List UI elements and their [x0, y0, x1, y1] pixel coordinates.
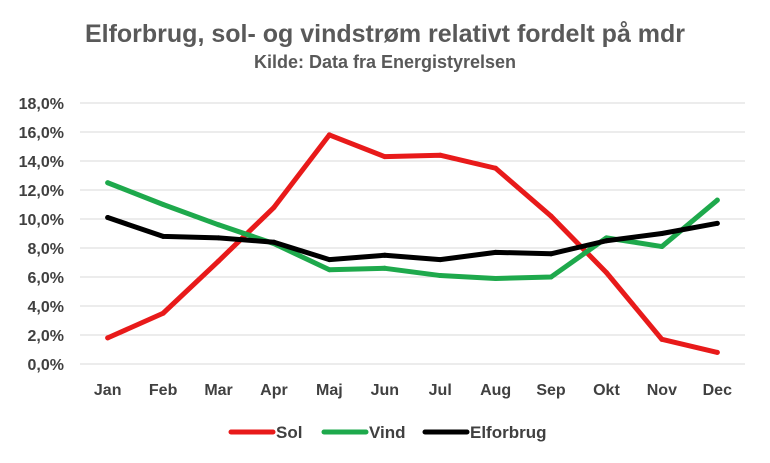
- data-point-elforbrug: [271, 239, 277, 245]
- data-point-sol: [603, 270, 609, 276]
- data-point-elforbrug: [603, 238, 609, 244]
- y-tick-label: 0,0%: [28, 357, 64, 374]
- data-point-sol: [326, 132, 332, 138]
- data-point-elforbrug: [493, 249, 499, 255]
- x-tick-label: Okt: [593, 382, 620, 399]
- data-point-elforbrug: [714, 220, 720, 226]
- x-tick-label: Aug: [480, 382, 511, 399]
- y-tick-label: 10,0%: [19, 212, 64, 229]
- data-point-elforbrug: [160, 233, 166, 239]
- data-point-sol: [714, 349, 720, 355]
- x-axis-ticks: Jan Feb Mar Apr Maj Jun Jul Aug Sep Okt Nov Dec: [94, 382, 732, 399]
- y-tick-label: 2,0%: [28, 328, 64, 345]
- chart-title: Elforbrug, sol- og vindstrøm relativt fo…: [84, 20, 686, 48]
- legend-label-sol: Sol: [276, 423, 302, 442]
- x-tick-label: Jun: [371, 382, 399, 399]
- data-point-elforbrug: [437, 257, 443, 263]
- y-axis-ticks: 0,0% 2,0% 4,0% 6,0% 8,0% 10,0% 12,0% 14,0% 16,0%…: [19, 96, 64, 374]
- data-point-elforbrug: [105, 215, 111, 221]
- legend: Sol Vind Elforbrug: [228, 423, 547, 442]
- data-point-vind: [326, 267, 332, 273]
- x-tick-label: Nov: [647, 382, 677, 399]
- data-point-vind: [659, 244, 665, 250]
- data-point-vind: [714, 197, 720, 203]
- x-tick-label: Mar: [204, 382, 232, 399]
- data-point-vind: [216, 222, 222, 228]
- chart-subtitle: Kilde: Data fra Energistyrelsen: [253, 52, 517, 72]
- series-lines: [105, 132, 720, 355]
- data-point-sol: [493, 165, 499, 171]
- x-tick-label: Apr: [260, 382, 288, 399]
- series-line-elforbrug: [105, 215, 720, 263]
- data-point-vind: [105, 180, 111, 186]
- y-tick-label: 12,0%: [19, 183, 64, 200]
- data-point-sol: [160, 310, 166, 316]
- data-point-elforbrug: [548, 251, 554, 257]
- x-tick-label: Feb: [149, 382, 178, 399]
- data-point-vind: [382, 265, 388, 271]
- x-tick-label: Sep: [536, 382, 566, 399]
- series-line-vind: [105, 180, 720, 281]
- data-point-elforbrug: [216, 235, 222, 241]
- series-line-sol: [105, 132, 720, 355]
- data-point-vind: [548, 274, 554, 280]
- y-tick-label: 18,0%: [19, 96, 64, 113]
- data-point-vind: [493, 275, 499, 281]
- legend-label-vind: Vind: [369, 423, 406, 442]
- data-point-sol: [437, 152, 443, 158]
- data-point-sol: [659, 336, 665, 342]
- y-tick-label: 16,0%: [19, 125, 64, 142]
- data-point-vind: [437, 273, 443, 279]
- x-tick-label: Maj: [316, 382, 343, 399]
- data-point-sol: [548, 213, 554, 219]
- data-point-sol: [216, 258, 222, 264]
- x-tick-label: Jan: [94, 382, 122, 399]
- data-point-vind: [160, 202, 166, 207]
- y-tick-label: 14,0%: [19, 154, 64, 171]
- gridlines: [80, 102, 745, 365]
- data-point-sol: [271, 204, 277, 210]
- x-tick-label: Dec: [703, 382, 732, 399]
- data-point-elforbrug: [659, 231, 665, 236]
- legend-label-elforbrug: Elforbrug: [470, 423, 547, 442]
- y-tick-label: 8,0%: [28, 241, 64, 258]
- x-tick-label: Jul: [429, 382, 452, 399]
- y-tick-label: 4,0%: [28, 299, 64, 316]
- data-point-elforbrug: [326, 257, 332, 263]
- data-point-sol: [382, 154, 388, 160]
- data-point-elforbrug: [382, 252, 388, 258]
- data-point-sol: [105, 335, 111, 341]
- y-tick-label: 6,0%: [28, 270, 64, 287]
